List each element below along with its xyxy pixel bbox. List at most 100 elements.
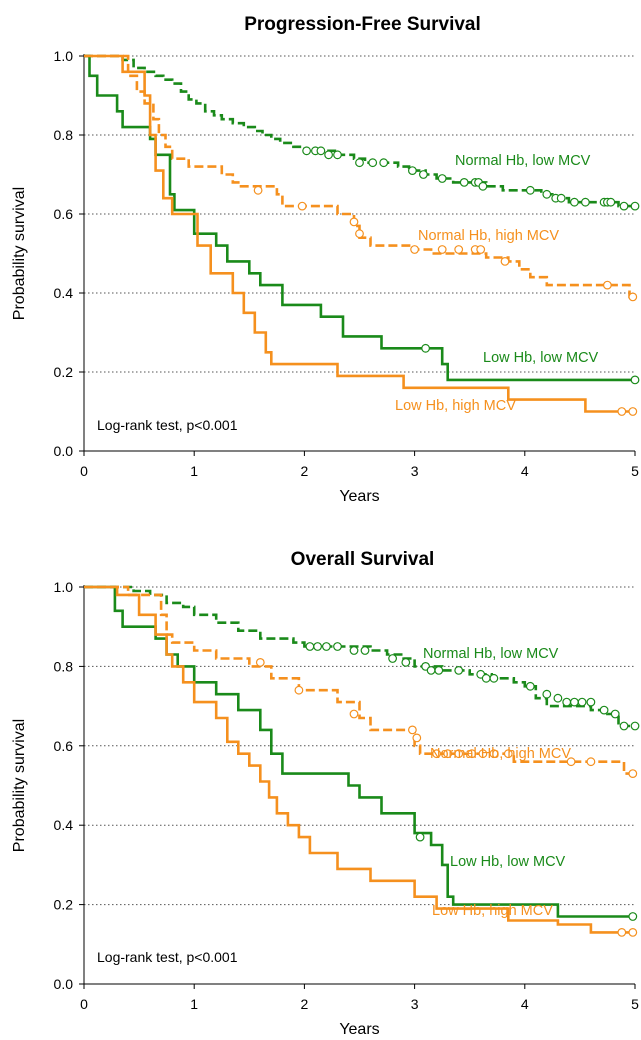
series-label-1: Normal Hb, low MCV (455, 153, 591, 169)
x-tick-label: 4 (521, 463, 529, 479)
censor-mark (500, 257, 510, 266)
y-axis-label: Probability survival (11, 719, 28, 852)
censor-mark (305, 642, 315, 651)
x-tick-label: 5 (631, 996, 639, 1012)
censor-mark (434, 666, 444, 675)
censor-mark (630, 375, 640, 385)
censor-mark (297, 201, 307, 211)
censor-mark (379, 158, 389, 168)
censor-mark (570, 197, 579, 207)
censor-mark (313, 642, 323, 651)
censor-mark (349, 646, 359, 655)
logrank-annotation: Log-rank test, p<0.001 (97, 949, 238, 965)
x-tick-label: 0 (80, 463, 88, 479)
censor-mark (525, 681, 535, 691)
censor-mark (599, 705, 609, 715)
chart-title: Progression-Free Survival (244, 14, 481, 35)
x-tick-label: 0 (80, 996, 88, 1012)
y-tick-label: 0.6 (54, 206, 74, 222)
censor-mark (542, 189, 552, 199)
series-label-3: Low Hb, low MCV (450, 854, 566, 870)
series-label-3: Low Hb, low MCV (483, 350, 599, 366)
censor-mark (360, 646, 370, 655)
series-line-2 (84, 54, 635, 299)
censor-mark (577, 697, 587, 707)
censor-mark (525, 185, 535, 195)
censor-mark (562, 697, 572, 707)
series-label-2: Normal Hb, high MCV (430, 746, 571, 762)
chart-panel-2: Overall Survival 0.0 0.2 0.4 0.6 0.8 1.0 0 1 2 3 4 5… (11, 549, 640, 1038)
series-label-1: Normal Hb, low MCV (423, 646, 559, 662)
censor-mark (302, 146, 312, 156)
y-tick-label: 1.0 (54, 48, 74, 64)
x-axis-label: Years (339, 1021, 379, 1038)
censor-mark (610, 709, 620, 719)
censor-mark (503, 749, 513, 759)
censor-mark (628, 769, 638, 778)
censor-mark (324, 150, 334, 160)
censor-mark (410, 245, 420, 254)
censor-mark (628, 407, 638, 416)
censor-mark (408, 166, 417, 176)
series-label-2: Normal Hb, high MCV (418, 228, 559, 244)
censor-mark (489, 673, 499, 683)
censor-mark (478, 749, 488, 759)
censor-mark (322, 642, 331, 651)
censor-mark (253, 185, 263, 195)
censor-mark (478, 181, 488, 191)
censor-mark (294, 685, 304, 695)
y-tick-label: 0.6 (54, 738, 74, 754)
censor-mark (467, 749, 477, 759)
series-line-1 (84, 54, 635, 208)
censor-mark (333, 150, 342, 160)
y-tick-label: 0.8 (54, 658, 74, 674)
censor-mark (412, 733, 422, 743)
x-tick-label: 3 (411, 996, 419, 1012)
censor-mark (586, 757, 596, 767)
censor-mark (437, 245, 447, 254)
censor-mark (421, 343, 431, 353)
censor-mark (586, 697, 596, 707)
censor-mark (630, 201, 640, 211)
censor-mark (355, 158, 364, 168)
censor-mark (628, 912, 638, 921)
x-tick-label: 3 (411, 463, 419, 479)
logrank-annotation: Log-rank test, p<0.001 (97, 417, 238, 433)
censor-mark (255, 658, 265, 667)
censor-mark (437, 174, 447, 183)
y-tick-label: 0.0 (54, 976, 74, 992)
x-tick-label: 5 (631, 463, 639, 479)
censor-mark (603, 280, 612, 290)
censor-mark (542, 689, 552, 699)
censor-mark (333, 642, 342, 651)
censor-mark (454, 749, 464, 759)
series-line-4 (84, 54, 635, 413)
censor-mark (401, 658, 411, 667)
censor-mark (459, 177, 469, 187)
censor-mark (388, 654, 398, 663)
censor-mark (454, 666, 464, 675)
y-axis-label: Probability survival (11, 187, 28, 320)
y-tick-label: 1.0 (54, 579, 74, 595)
censor-mark (566, 757, 576, 767)
censor-mark (628, 928, 638, 937)
censor-mark (606, 197, 616, 207)
censor-mark (443, 749, 453, 759)
censor-mark (349, 709, 359, 719)
x-tick-label: 1 (190, 996, 198, 1012)
censor-mark (476, 245, 486, 254)
censor-mark (570, 697, 579, 707)
censor-mark (617, 928, 627, 937)
y-tick-label: 0.4 (54, 817, 74, 833)
series-label-4: Low Hb, high MCV (395, 398, 516, 414)
censor-mark (619, 201, 629, 211)
x-axis-label: Years (339, 488, 379, 505)
censor-mark (355, 229, 364, 239)
chart-title: Overall Survival (291, 549, 435, 570)
censor-mark (489, 749, 499, 759)
y-tick-label: 0.4 (54, 285, 74, 301)
y-tick-label: 0.2 (54, 364, 74, 380)
chart-panel-1: Progression-Free Survival 0.0 0.2 0.4 0.6 0.8… (11, 14, 640, 505)
y-tick-label: 0.0 (54, 443, 74, 459)
